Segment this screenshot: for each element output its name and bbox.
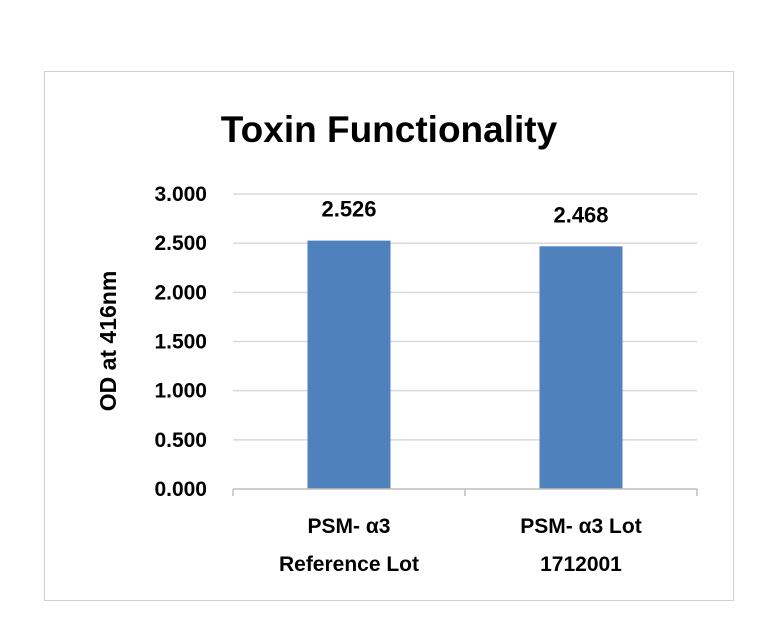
gridlines	[233, 193, 697, 441]
y-tick-label: 2.500	[154, 232, 207, 255]
bars	[307, 240, 623, 489]
category-label: Reference Lot	[279, 553, 419, 576]
category-label: 1712001	[540, 553, 622, 576]
y-axis-ticks: 0.000 0.500 1.000 1.500 2.000 2.500 3.000	[154, 183, 207, 501]
category-labels: PSM- α3 Reference Lot PSM- α3 Lot 1712001	[279, 515, 642, 576]
y-tick-label: 3.000	[154, 183, 207, 206]
data-label: 2.468	[553, 202, 608, 227]
y-axis-label: OD at 416nm	[95, 271, 121, 412]
category-label: PSM- α3	[308, 515, 391, 538]
y-tick-label: 0.000	[154, 478, 207, 501]
y-tick-label: 1.000	[154, 380, 207, 403]
data-labels: 2.526 2.468	[321, 197, 608, 228]
y-tick-label: 1.500	[154, 331, 207, 354]
chart-title: Toxin Functionality	[221, 109, 558, 150]
bar	[307, 240, 391, 489]
y-tick-label: 2.000	[154, 281, 207, 304]
y-tick-label: 0.500	[154, 429, 207, 452]
category-label: PSM- α3 Lot	[520, 515, 641, 538]
data-label: 2.526	[321, 197, 376, 222]
x-axis	[232, 488, 698, 496]
bar	[539, 246, 623, 489]
